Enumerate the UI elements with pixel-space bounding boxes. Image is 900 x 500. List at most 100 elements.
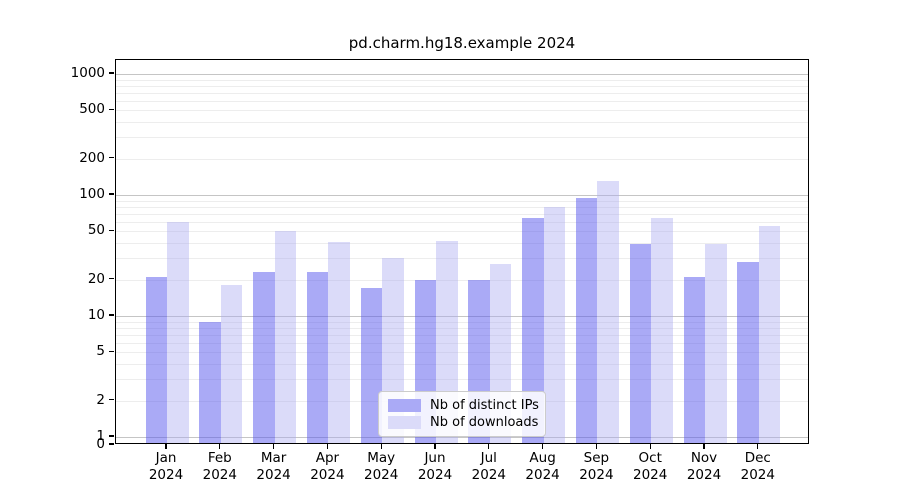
x-tick-mark-jun [434, 444, 436, 449]
legend-label-distinct-ips: Nb of distinct IPs [430, 398, 539, 413]
y-tick-mark-1000 [109, 72, 114, 74]
gridline-90 [116, 200, 808, 202]
y-tick-label-5: 5 [96, 343, 105, 360]
x-tick-label-may: May 2024 [364, 450, 399, 483]
bar-nb-of-distinct-ips-apr [306, 272, 329, 443]
gridline-1 [116, 437, 808, 438]
bar-nb-of-downloads-jan [167, 221, 189, 443]
bar-nb-of-distinct-ips-may [360, 288, 383, 443]
x-tick-label-oct: Oct 2024 [633, 450, 668, 483]
x-tick-label-mar: Mar 2024 [256, 450, 291, 483]
x-tick-mark-sep [595, 444, 598, 449]
legend-swatch-distinct-ips [388, 399, 421, 412]
y-tick-label-100: 100 [79, 186, 105, 202]
x-tick-mark-jul [488, 444, 490, 449]
gridline-4 [116, 364, 808, 366]
gridline-30 [116, 258, 808, 260]
gridline-1000 [116, 74, 808, 75]
gridline-60 [116, 221, 808, 223]
gridline-9 [116, 321, 808, 323]
x-tick-label-jul: Jul 2024 [471, 450, 506, 483]
x-tick-label-jun: Jun 2024 [417, 450, 453, 483]
bar-nb-of-distinct-ips-sep [575, 197, 598, 443]
gridline-7 [116, 334, 808, 336]
bar-nb-of-downloads-apr [328, 241, 350, 443]
gridline-5 [116, 352, 808, 354]
bar-nb-of-downloads-sep [597, 181, 619, 443]
y-tick-label-200: 200 [79, 149, 105, 166]
bar-nb-of-distinct-ips-mar [253, 272, 275, 443]
x-tick-label-nov: Nov 2024 [686, 450, 722, 483]
bar-nb-of-downloads-dec [758, 226, 781, 443]
y-tick-label-500: 500 [79, 101, 105, 118]
legend-swatch-downloads [388, 416, 421, 429]
y-tick-mark-1 [109, 435, 114, 437]
x-tick-mark-apr [326, 444, 329, 449]
bar-nb-of-distinct-ips-aug [522, 217, 544, 443]
x-tick-label-aug: Aug 2024 [525, 450, 560, 483]
x-tick-label-jan: Jan 2024 [148, 450, 184, 483]
gridline-700 [116, 92, 808, 94]
x-tick-label-dec: Dec 2024 [740, 450, 775, 483]
gridline-200 [116, 158, 808, 160]
gridline-50 [116, 231, 808, 233]
x-tick-mark-may [380, 444, 382, 449]
bar-nb-of-downloads-oct [651, 218, 673, 443]
gridline-80 [116, 206, 808, 208]
bar-nb-of-distinct-ips-feb [199, 321, 221, 443]
bar-nb-of-downloads-mar [274, 231, 297, 443]
bar-nb-of-downloads-nov [705, 244, 727, 443]
y-tick-label-1000: 1000 [70, 65, 105, 81]
y-tick-mark-500 [109, 108, 114, 111]
gridline-8 [116, 327, 808, 329]
y-tick-label-10: 10 [87, 307, 105, 323]
gridline-800 [116, 85, 808, 87]
bar-nb-of-downloads-aug [543, 206, 566, 443]
gridline-900 [116, 79, 808, 81]
y-tick-mark-20 [109, 277, 114, 280]
gridline-20 [116, 279, 808, 281]
gridline-6 [116, 342, 808, 344]
x-tick-mark-mar [272, 444, 275, 449]
y-tick-mark-200 [109, 156, 114, 159]
gridline-600 [116, 100, 808, 102]
x-tick-mark-aug [541, 444, 544, 449]
x-tick-label-sep: Sep 2024 [579, 450, 614, 483]
x-tick-mark-jan [165, 444, 167, 449]
gridline-100 [116, 195, 808, 196]
y-tick-mark-10 [109, 314, 114, 316]
y-tick-label-50: 50 [87, 222, 105, 239]
legend-item-downloads: Nb of downloads [388, 415, 539, 430]
y-tick-mark-5 [109, 350, 114, 353]
legend-label-downloads: Nb of downloads [430, 415, 539, 430]
bar-nb-of-distinct-ips-oct [629, 244, 652, 443]
y-tick-mark-0 [109, 443, 114, 445]
gridline-3 [116, 379, 808, 381]
y-tick-mark-50 [109, 229, 114, 232]
gridline-500 [116, 110, 808, 112]
legend: Nb of distinct IPs Nb of downloads [378, 391, 546, 437]
x-tick-label-feb: Feb 2024 [202, 450, 237, 483]
bar-nb-of-distinct-ips-jan [145, 277, 167, 443]
x-tick-mark-oct [649, 444, 651, 449]
plot-area [115, 59, 809, 444]
x-tick-mark-feb [219, 444, 221, 449]
y-tick-mark-100 [109, 193, 114, 195]
y-tick-label-2: 2 [96, 391, 105, 408]
y-tick-label-0: 0 [96, 436, 105, 452]
gridline-70 [116, 213, 808, 215]
x-tick-mark-dec [757, 444, 759, 449]
y-tick-label-1: 1 [96, 428, 105, 444]
chart-title: pd.charm.hg18.example 2024 [348, 34, 576, 52]
bar-nb-of-distinct-ips-nov [683, 277, 705, 443]
x-tick-label-apr: Apr 2024 [310, 450, 345, 483]
y-tick-label-20: 20 [87, 270, 105, 287]
gridline-40 [116, 243, 808, 245]
gridline-10 [116, 316, 808, 317]
bar-nb-of-downloads-feb [220, 285, 243, 443]
bar-nb-of-distinct-ips-dec [737, 261, 759, 443]
legend-item-distinct-ips: Nb of distinct IPs [388, 398, 539, 413]
x-tick-mark-nov [703, 444, 705, 449]
y-tick-mark-2 [109, 398, 114, 401]
